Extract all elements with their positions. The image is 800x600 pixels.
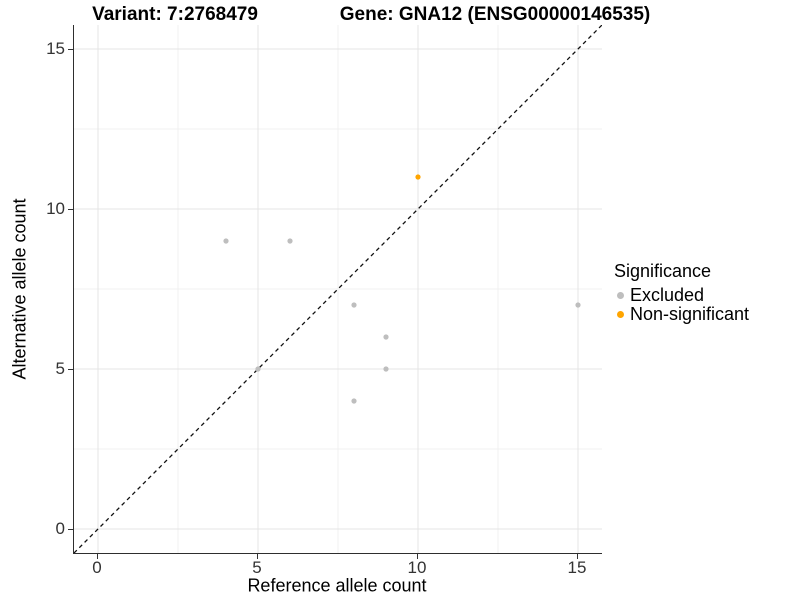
legend-title: Significance xyxy=(614,261,712,281)
data-point-non-significant xyxy=(415,174,421,180)
y-tick-mark xyxy=(68,49,73,50)
plot-title-gene: Gene: GNA12 (ENSG00000146535) xyxy=(339,4,651,25)
data-point-excluded xyxy=(287,238,293,244)
y-tick-label: 0 xyxy=(55,519,65,538)
scatter-plot-canvas xyxy=(74,25,602,553)
x-tick-label: 10 xyxy=(407,558,427,577)
non-significant-point-icon xyxy=(617,311,624,318)
y-tick-label: 5 xyxy=(55,359,65,378)
x-tick-mark xyxy=(97,554,98,559)
legend: Significance Excluded Non-significant xyxy=(614,261,749,324)
legend-item-label: Non-significant xyxy=(630,304,750,324)
x-tick-mark xyxy=(257,554,258,559)
plot-title-variant: Variant: 7:2768479 xyxy=(92,4,258,25)
legend-item-excluded: Excluded xyxy=(614,285,749,305)
data-point-excluded xyxy=(351,398,357,404)
x-tick-label: 5 xyxy=(252,558,262,577)
x-tick-mark xyxy=(417,554,418,559)
excluded-point-icon xyxy=(617,292,624,299)
y-tick-label: 10 xyxy=(46,199,65,218)
legend-item-label: Excluded xyxy=(630,285,705,305)
data-point-excluded xyxy=(383,334,389,340)
legend-item-non-significant: Non-significant xyxy=(614,304,750,324)
data-point-excluded xyxy=(351,302,357,308)
y-tick-mark xyxy=(68,209,73,210)
y-tick-mark xyxy=(68,529,73,530)
x-tick-label: 0 xyxy=(92,558,102,577)
data-point-excluded xyxy=(223,238,229,244)
plot-panel xyxy=(73,25,602,554)
x-tick-mark xyxy=(577,554,578,559)
y-tick-mark xyxy=(68,369,73,370)
y-tick-label: 15 xyxy=(46,39,65,58)
y-axis-title: Alternative allele count xyxy=(9,198,30,380)
data-point-excluded xyxy=(255,366,261,372)
data-point-excluded xyxy=(575,302,581,308)
x-axis-title: Reference allele count xyxy=(247,575,427,596)
x-tick-label: 15 xyxy=(567,558,587,577)
data-point-excluded xyxy=(383,366,389,372)
